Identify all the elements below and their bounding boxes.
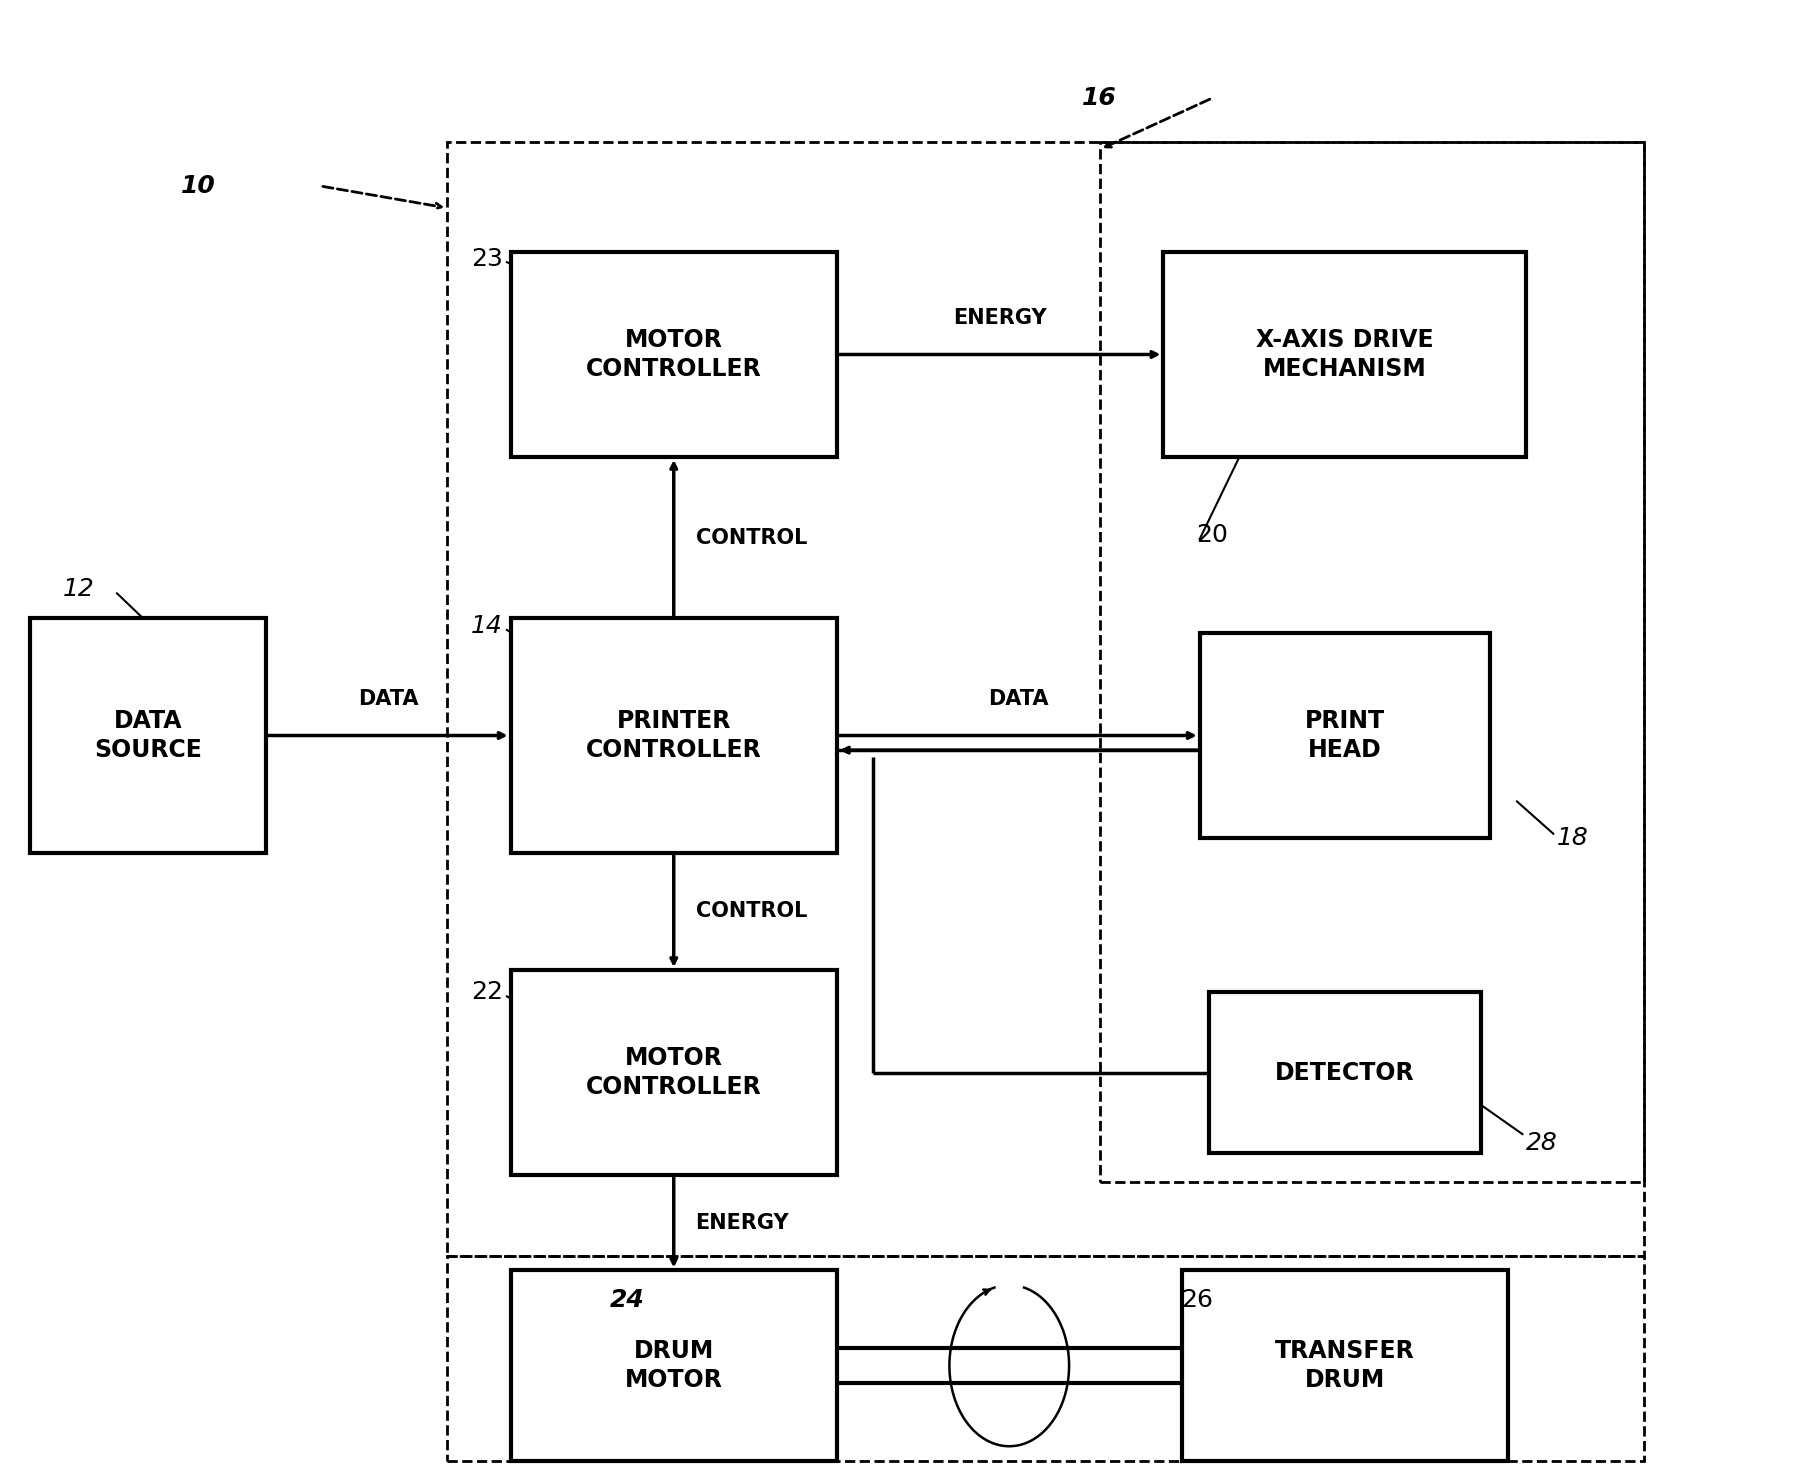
FancyBboxPatch shape [1201, 633, 1490, 838]
FancyBboxPatch shape [1208, 991, 1481, 1153]
Text: PRINTER
CONTROLLER: PRINTER CONTROLLER [586, 709, 762, 762]
Text: TRANSFER
DRUM: TRANSFER DRUM [1275, 1339, 1415, 1393]
Text: CONTROL: CONTROL [695, 902, 808, 921]
Text: PRINT
HEAD: PRINT HEAD [1304, 709, 1384, 762]
Text: MOTOR
CONTROLLER: MOTOR CONTROLLER [586, 1046, 762, 1099]
Bar [1100, 143, 1644, 1183]
FancyBboxPatch shape [511, 969, 837, 1175]
Text: ENERGY: ENERGY [695, 1212, 789, 1233]
Text: 28: 28 [1526, 1131, 1557, 1155]
Text: 24: 24 [611, 1287, 646, 1312]
Text: ENERGY: ENERGY [953, 307, 1048, 328]
FancyBboxPatch shape [29, 618, 266, 853]
Text: CONTROL: CONTROL [695, 528, 808, 547]
Text: DRUM
MOTOR: DRUM MOTOR [624, 1339, 722, 1393]
Text: 20: 20 [1197, 522, 1228, 547]
Text: MOTOR
CONTROLLER: MOTOR CONTROLLER [586, 328, 762, 381]
Text: 14: 14 [471, 613, 502, 637]
Bar [447, 1256, 1644, 1461]
Text: 22: 22 [471, 980, 502, 1003]
FancyBboxPatch shape [1164, 252, 1526, 457]
FancyBboxPatch shape [511, 252, 837, 457]
FancyBboxPatch shape [1182, 1271, 1508, 1461]
Text: 16: 16 [1082, 85, 1117, 110]
Text: 23: 23 [471, 247, 502, 271]
Text: DATA: DATA [358, 688, 418, 709]
Text: 12: 12 [62, 577, 95, 602]
Text: 18: 18 [1557, 827, 1588, 850]
FancyBboxPatch shape [511, 618, 837, 853]
Text: DATA: DATA [988, 688, 1048, 709]
Text: 10: 10 [180, 174, 215, 199]
Text: DATA
SOURCE: DATA SOURCE [95, 709, 202, 762]
Text: X-AXIS DRIVE
MECHANISM: X-AXIS DRIVE MECHANISM [1255, 328, 1433, 381]
Bar [447, 143, 1644, 1256]
Text: DETECTOR: DETECTOR [1275, 1061, 1415, 1084]
Text: 26: 26 [1182, 1287, 1213, 1312]
FancyBboxPatch shape [511, 1271, 837, 1461]
